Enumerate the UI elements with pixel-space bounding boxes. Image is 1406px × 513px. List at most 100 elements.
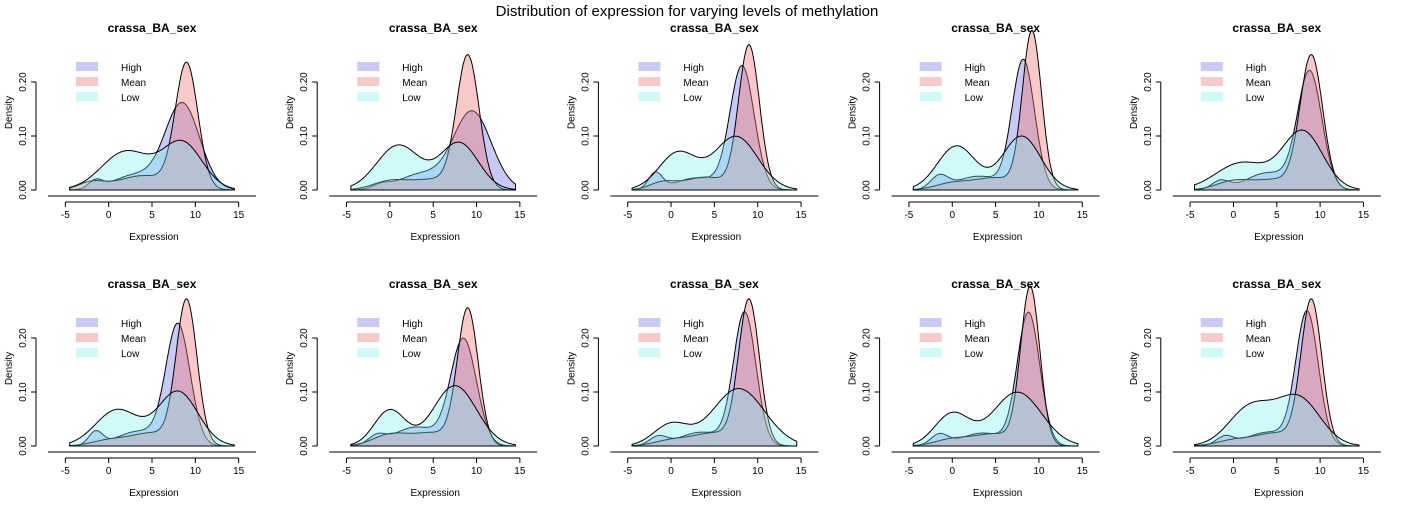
legend-swatch-high (76, 318, 98, 327)
panel-title: crassa_BA_sex (389, 277, 478, 291)
legend-label-mean: Mean (965, 78, 990, 89)
legend-label-high: High (121, 319, 142, 330)
legend-label-high: High (683, 63, 704, 74)
x-tick-label: 10 (752, 466, 764, 477)
legend-swatch-mean (1200, 77, 1223, 86)
x-tick-label: 5 (993, 210, 999, 221)
legend-label-mean: Mean (121, 78, 146, 89)
y-tick-label: 0.00 (18, 436, 29, 456)
density-area-high (350, 337, 516, 447)
legend-swatch-mean (76, 333, 98, 342)
density-area-low (912, 135, 1079, 191)
x-tick-label: 0 (1231, 466, 1237, 477)
panel-title: crassa_BA_sex (1232, 21, 1321, 35)
legend-swatch-low (919, 92, 942, 101)
x-axis-label: Expression (1254, 232, 1303, 243)
density-area-mean (1194, 54, 1360, 191)
legend-swatch-mean (919, 77, 942, 86)
legend-label-high: High (965, 63, 986, 74)
x-axis-label: Expression (692, 232, 741, 243)
x-tick-label: 5 (1274, 210, 1280, 221)
y-tick-label: 0.00 (299, 436, 310, 456)
y-axis-label: Density (285, 96, 296, 129)
x-tick-label: 10 (190, 466, 202, 477)
density-area-low (350, 385, 517, 447)
x-tick-label: 15 (796, 210, 808, 221)
legend-swatch-high (638, 62, 661, 71)
x-tick-label: -5 (1186, 466, 1195, 477)
y-tick-label: 0.10 (18, 126, 29, 146)
y-tick-label: 0.00 (1143, 436, 1154, 456)
legend-swatch-mean (1200, 333, 1223, 342)
y-tick-label: 0.00 (18, 180, 29, 200)
x-axis-label: Expression (410, 232, 459, 243)
legend-swatch-low (1200, 348, 1223, 357)
x-tick-label: 10 (471, 466, 483, 477)
y-tick-label: 0.00 (862, 180, 873, 200)
x-axis-label: Expression (129, 232, 178, 243)
x-axis-label: Expression (973, 232, 1022, 243)
x-tick-label: 5 (1274, 466, 1280, 477)
legend-swatch-high (638, 318, 661, 327)
legend-label-low: Low (965, 93, 984, 104)
y-tick-label: 0.20 (1143, 328, 1154, 348)
density-area-low (350, 141, 517, 191)
legend-swatch-mean (638, 77, 661, 86)
panel-title: crassa_BA_sex (389, 21, 478, 35)
x-axis-label: Expression (1254, 488, 1303, 499)
y-tick-label: 0.20 (580, 328, 591, 348)
density-area-high (631, 311, 797, 447)
x-tick-label: 15 (514, 466, 526, 477)
density-area-high (69, 101, 235, 191)
x-tick-label: -5 (623, 466, 632, 477)
density-area-high (69, 322, 235, 447)
x-tick-label: 5 (149, 210, 155, 221)
y-tick-label: 0.20 (1143, 72, 1154, 92)
legend-label-mean: Mean (965, 334, 990, 345)
density-area-high (1194, 69, 1360, 191)
y-tick-label: 0.20 (299, 72, 310, 92)
y-tick-label: 0.20 (862, 72, 873, 92)
x-tick-label: 15 (1077, 210, 1089, 221)
legend-label-mean: Mean (683, 78, 708, 89)
legend-label-low: Low (121, 349, 140, 360)
x-tick-label: -5 (904, 210, 913, 221)
legend-swatch-mean (357, 333, 380, 342)
x-tick-label: 10 (752, 210, 764, 221)
density-area-high (1194, 310, 1360, 447)
y-tick-label: 0.20 (18, 72, 29, 92)
legend-label-high: High (402, 319, 423, 330)
density-area-low (69, 390, 235, 447)
legend-swatch-high (76, 62, 98, 71)
density-area-low (69, 139, 235, 191)
y-axis-label: Density (1129, 96, 1140, 129)
legend-label-high: High (402, 63, 423, 74)
x-tick-label: 10 (1315, 210, 1327, 221)
x-axis-label: Expression (973, 488, 1022, 499)
y-axis-label: Density (4, 96, 15, 129)
density-area-mean (69, 298, 235, 447)
x-tick-label: 5 (430, 210, 436, 221)
panel-title: crassa_BA_sex (951, 21, 1040, 35)
x-tick-label: 0 (387, 210, 393, 221)
x-tick-label: 10 (1033, 210, 1045, 221)
x-tick-label: -5 (61, 466, 70, 477)
x-tick-label: 5 (430, 466, 436, 477)
legend-label-mean: Mean (402, 334, 427, 345)
y-tick-label: 0.10 (580, 382, 591, 402)
x-tick-label: 15 (233, 466, 245, 477)
legend-label-mean: Mean (121, 334, 146, 345)
legend-swatch-low (638, 348, 661, 357)
x-tick-label: -5 (904, 466, 913, 477)
panel-title: crassa_BA_sex (951, 277, 1040, 291)
y-axis-label: Density (566, 352, 577, 385)
density-area-high (631, 64, 797, 191)
density-area-low (631, 388, 798, 447)
